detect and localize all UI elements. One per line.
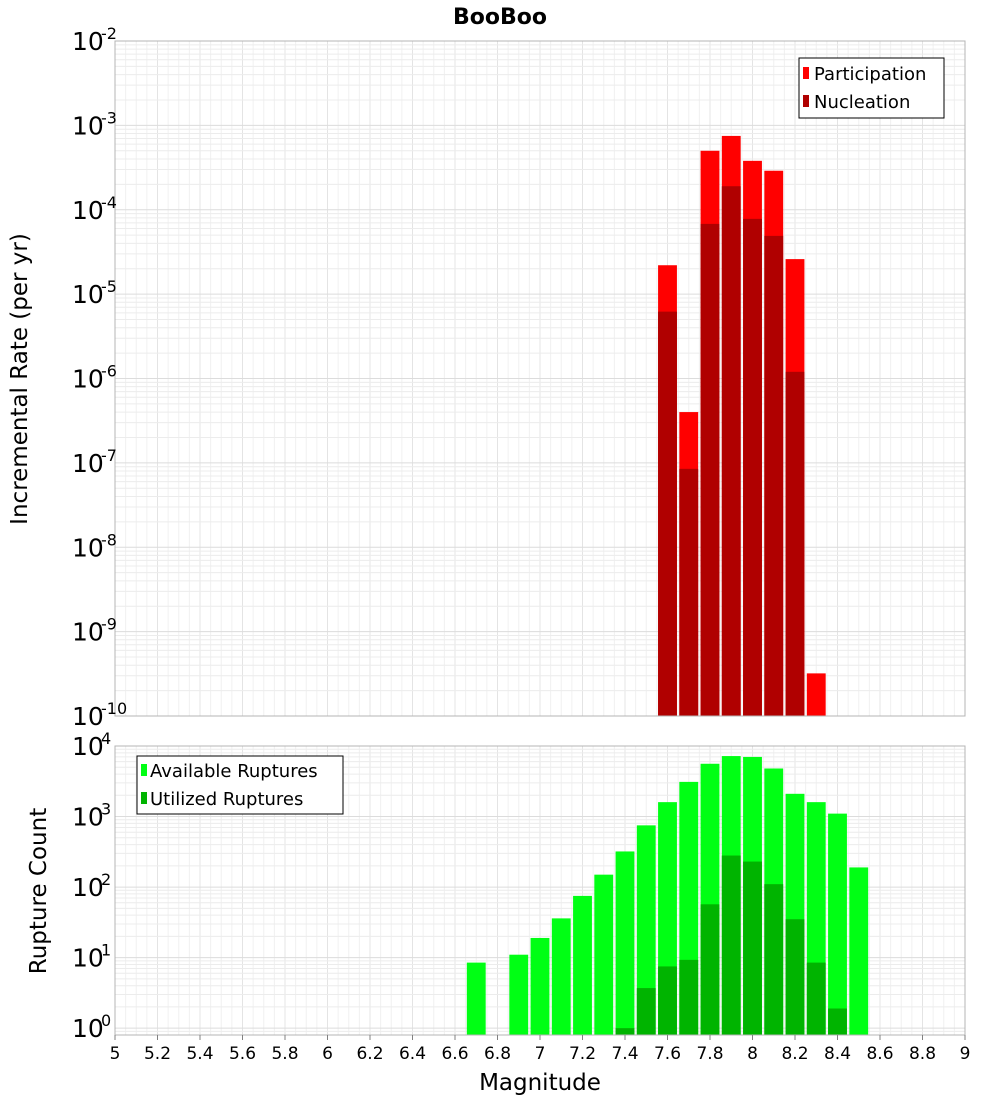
x-tick-label: 5.4 — [186, 1044, 213, 1064]
legend-label-participation: Participation — [814, 64, 926, 85]
top-y-tick-label: 10 — [72, 111, 104, 140]
bottom-bar-series2 — [658, 966, 677, 1035]
top-bar-series2 — [658, 311, 677, 716]
bottom-bar-series1 — [594, 874, 614, 1035]
top-y-tick-label: 10 — [72, 196, 104, 225]
bottom-legend-box — [136, 755, 344, 815]
bottom-y-tick-label: 10 — [72, 732, 104, 761]
x-tick-label: 8.4 — [824, 1044, 851, 1064]
bottom-bar-series2 — [700, 904, 720, 1035]
top-y-tick-exponent: -5 — [101, 277, 117, 296]
x-tick-label: 6.4 — [399, 1044, 426, 1064]
x-tick-label: 8 — [747, 1044, 758, 1064]
bottom-bar-series1 — [530, 937, 550, 1035]
top-y-tick-exponent: -7 — [101, 446, 117, 465]
bottom-bar-series1 — [573, 895, 592, 1035]
x-tick-label: 7.4 — [611, 1044, 638, 1064]
top-y-tick-exponent: -2 — [101, 24, 117, 43]
bottom-bar-series2 — [785, 919, 805, 1035]
top-bar-series2 — [700, 223, 720, 716]
legend-label-available: Available Ruptures — [150, 761, 318, 782]
bottom-y-tick-exponent: 2 — [101, 870, 111, 889]
x-tick-label: 5.2 — [144, 1044, 171, 1064]
x-tick-label: 8.8 — [909, 1044, 936, 1064]
top-y-tick-exponent: -8 — [101, 530, 117, 549]
x-tick-label: 7 — [535, 1044, 546, 1064]
top-bar-series2 — [785, 371, 805, 716]
legend-swatch-nucleation — [803, 95, 809, 107]
top-y-tick-label: 10 — [72, 365, 104, 394]
top-bar-series2 — [743, 218, 762, 716]
bottom-y-tick-exponent: 1 — [101, 941, 111, 960]
bottom-y-tick-label: 10 — [72, 873, 104, 902]
top-y-tick-label: 10 — [72, 702, 104, 731]
bottom-bar-series2 — [764, 884, 784, 1035]
top-y-tick-exponent: -6 — [101, 362, 117, 381]
top-y-tick-label: 10 — [72, 618, 104, 647]
x-axis-label: Magnitude — [479, 1070, 601, 1096]
x-tick-label: 7.2 — [569, 1044, 596, 1064]
bottom-bar-series1 — [828, 813, 847, 1035]
bottom-legend: Available Ruptures Utilized Ruptures — [136, 755, 344, 815]
bottom-bar-series2 — [636, 988, 656, 1035]
top-y-tick-exponent: -9 — [101, 615, 117, 634]
bottom-y-axis-label: Rupture Count — [26, 808, 52, 974]
x-tick-label: 6.2 — [356, 1044, 383, 1064]
bottom-bar-series1 — [849, 867, 869, 1035]
legend-label-utilized: Utilized Ruptures — [150, 789, 303, 810]
bottom-y-tick-label: 10 — [72, 944, 104, 973]
x-tick-label: 7.8 — [696, 1044, 723, 1064]
chart-title: BooBoo — [453, 5, 547, 30]
x-tick-label: 6 — [322, 1044, 333, 1064]
x-tick-label: 6.8 — [484, 1044, 511, 1064]
top-y-tick-label: 10 — [72, 449, 104, 478]
top-y-tick-exponent: -3 — [101, 108, 117, 127]
top-y-tick-label: 10 — [72, 280, 104, 309]
top-legend-box — [798, 57, 945, 119]
top-bar-series2 — [721, 186, 741, 716]
bottom-bar-series1 — [636, 825, 656, 1035]
bottom-y-tick-label: 10 — [72, 1014, 104, 1043]
top-bar-series1 — [806, 673, 826, 716]
top-y-axis-label: Incremental Rate (per yr) — [7, 233, 33, 525]
legend-swatch-available — [141, 764, 147, 776]
x-tick-label: 8.6 — [866, 1044, 893, 1064]
bottom-bar-series1 — [466, 962, 486, 1035]
top-bar-series2 — [764, 235, 784, 716]
x-tick-label: 8.2 — [781, 1044, 808, 1064]
bottom-y-tick-exponent: 4 — [101, 729, 111, 748]
bottom-bar-series2 — [806, 962, 826, 1035]
bottom-bar-series1 — [509, 954, 529, 1035]
x-tick-label: 5.6 — [229, 1044, 256, 1064]
bottom-bar-series1 — [551, 918, 571, 1035]
legend-swatch-participation — [803, 67, 809, 79]
top-y-tick-exponent: -4 — [101, 193, 117, 212]
bottom-y-tick-exponent: 3 — [101, 800, 111, 819]
x-tick-label: 6.6 — [441, 1044, 468, 1064]
bottom-bar-series2 — [828, 1008, 847, 1035]
x-tick-label: 5 — [110, 1044, 121, 1064]
top-legend: Participation Nucleation — [798, 57, 945, 119]
top-plot-frame — [114, 40, 966, 717]
bottom-y-tick-label: 10 — [72, 803, 104, 832]
bottom-bar-series2 — [721, 855, 741, 1035]
bottom-bar-series2 — [615, 1028, 635, 1035]
bottom-bar-series1 — [615, 851, 635, 1035]
x-tick-label: 9 — [960, 1044, 971, 1064]
x-tick-label: 7.6 — [654, 1044, 681, 1064]
top-bar-series2 — [679, 468, 699, 716]
top-y-tick-label: 10 — [72, 27, 104, 56]
legend-label-nucleation: Nucleation — [814, 92, 910, 113]
x-tick-label: 5.8 — [271, 1044, 298, 1064]
legend-swatch-utilized — [141, 792, 147, 804]
bottom-bar-series2 — [743, 861, 762, 1035]
top-y-tick-label: 10 — [72, 533, 104, 562]
top-y-tick-exponent: -10 — [101, 699, 127, 718]
bottom-y-tick-exponent: 0 — [101, 1011, 111, 1030]
bottom-bar-series2 — [679, 959, 699, 1035]
